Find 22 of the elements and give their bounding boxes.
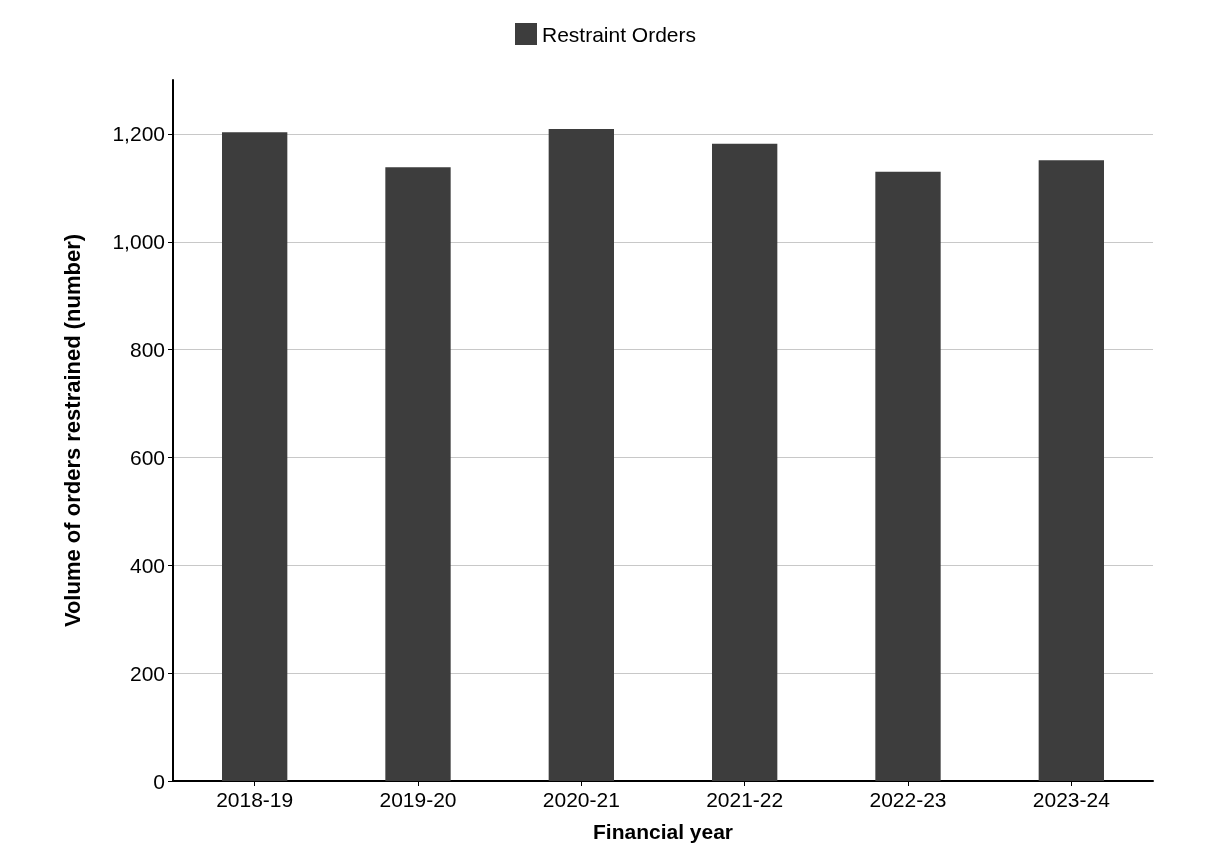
bar xyxy=(1038,160,1104,781)
y-tick-label: 1,200 xyxy=(112,122,165,146)
x-tick-label: 2021-22 xyxy=(706,788,784,811)
x-tick-label: 2019-20 xyxy=(379,788,457,811)
bar xyxy=(875,171,941,781)
x-axis-title: Financial year xyxy=(592,820,734,843)
y-tick-label: 600 xyxy=(129,445,165,469)
y-tick-label: 1,000 xyxy=(112,230,165,254)
y-tick-label: 800 xyxy=(129,338,165,362)
y-tick-label: 400 xyxy=(129,553,165,577)
bar xyxy=(385,167,451,781)
x-tick-label: 2022-23 xyxy=(869,788,947,811)
y-axis-title: Volume of orders restrained (number) xyxy=(59,233,85,628)
bar xyxy=(222,132,288,781)
bar xyxy=(548,129,614,781)
y-tick-label: 0 xyxy=(153,769,165,793)
bar xyxy=(712,143,778,781)
x-tick-label: 2018-19 xyxy=(216,788,294,811)
x-tick-label: 2023-24 xyxy=(1032,788,1111,811)
legend-label: Restraint Orders xyxy=(541,22,697,46)
y-tick-label: 200 xyxy=(129,661,165,685)
x-tick-label: 2020-21 xyxy=(542,788,620,811)
